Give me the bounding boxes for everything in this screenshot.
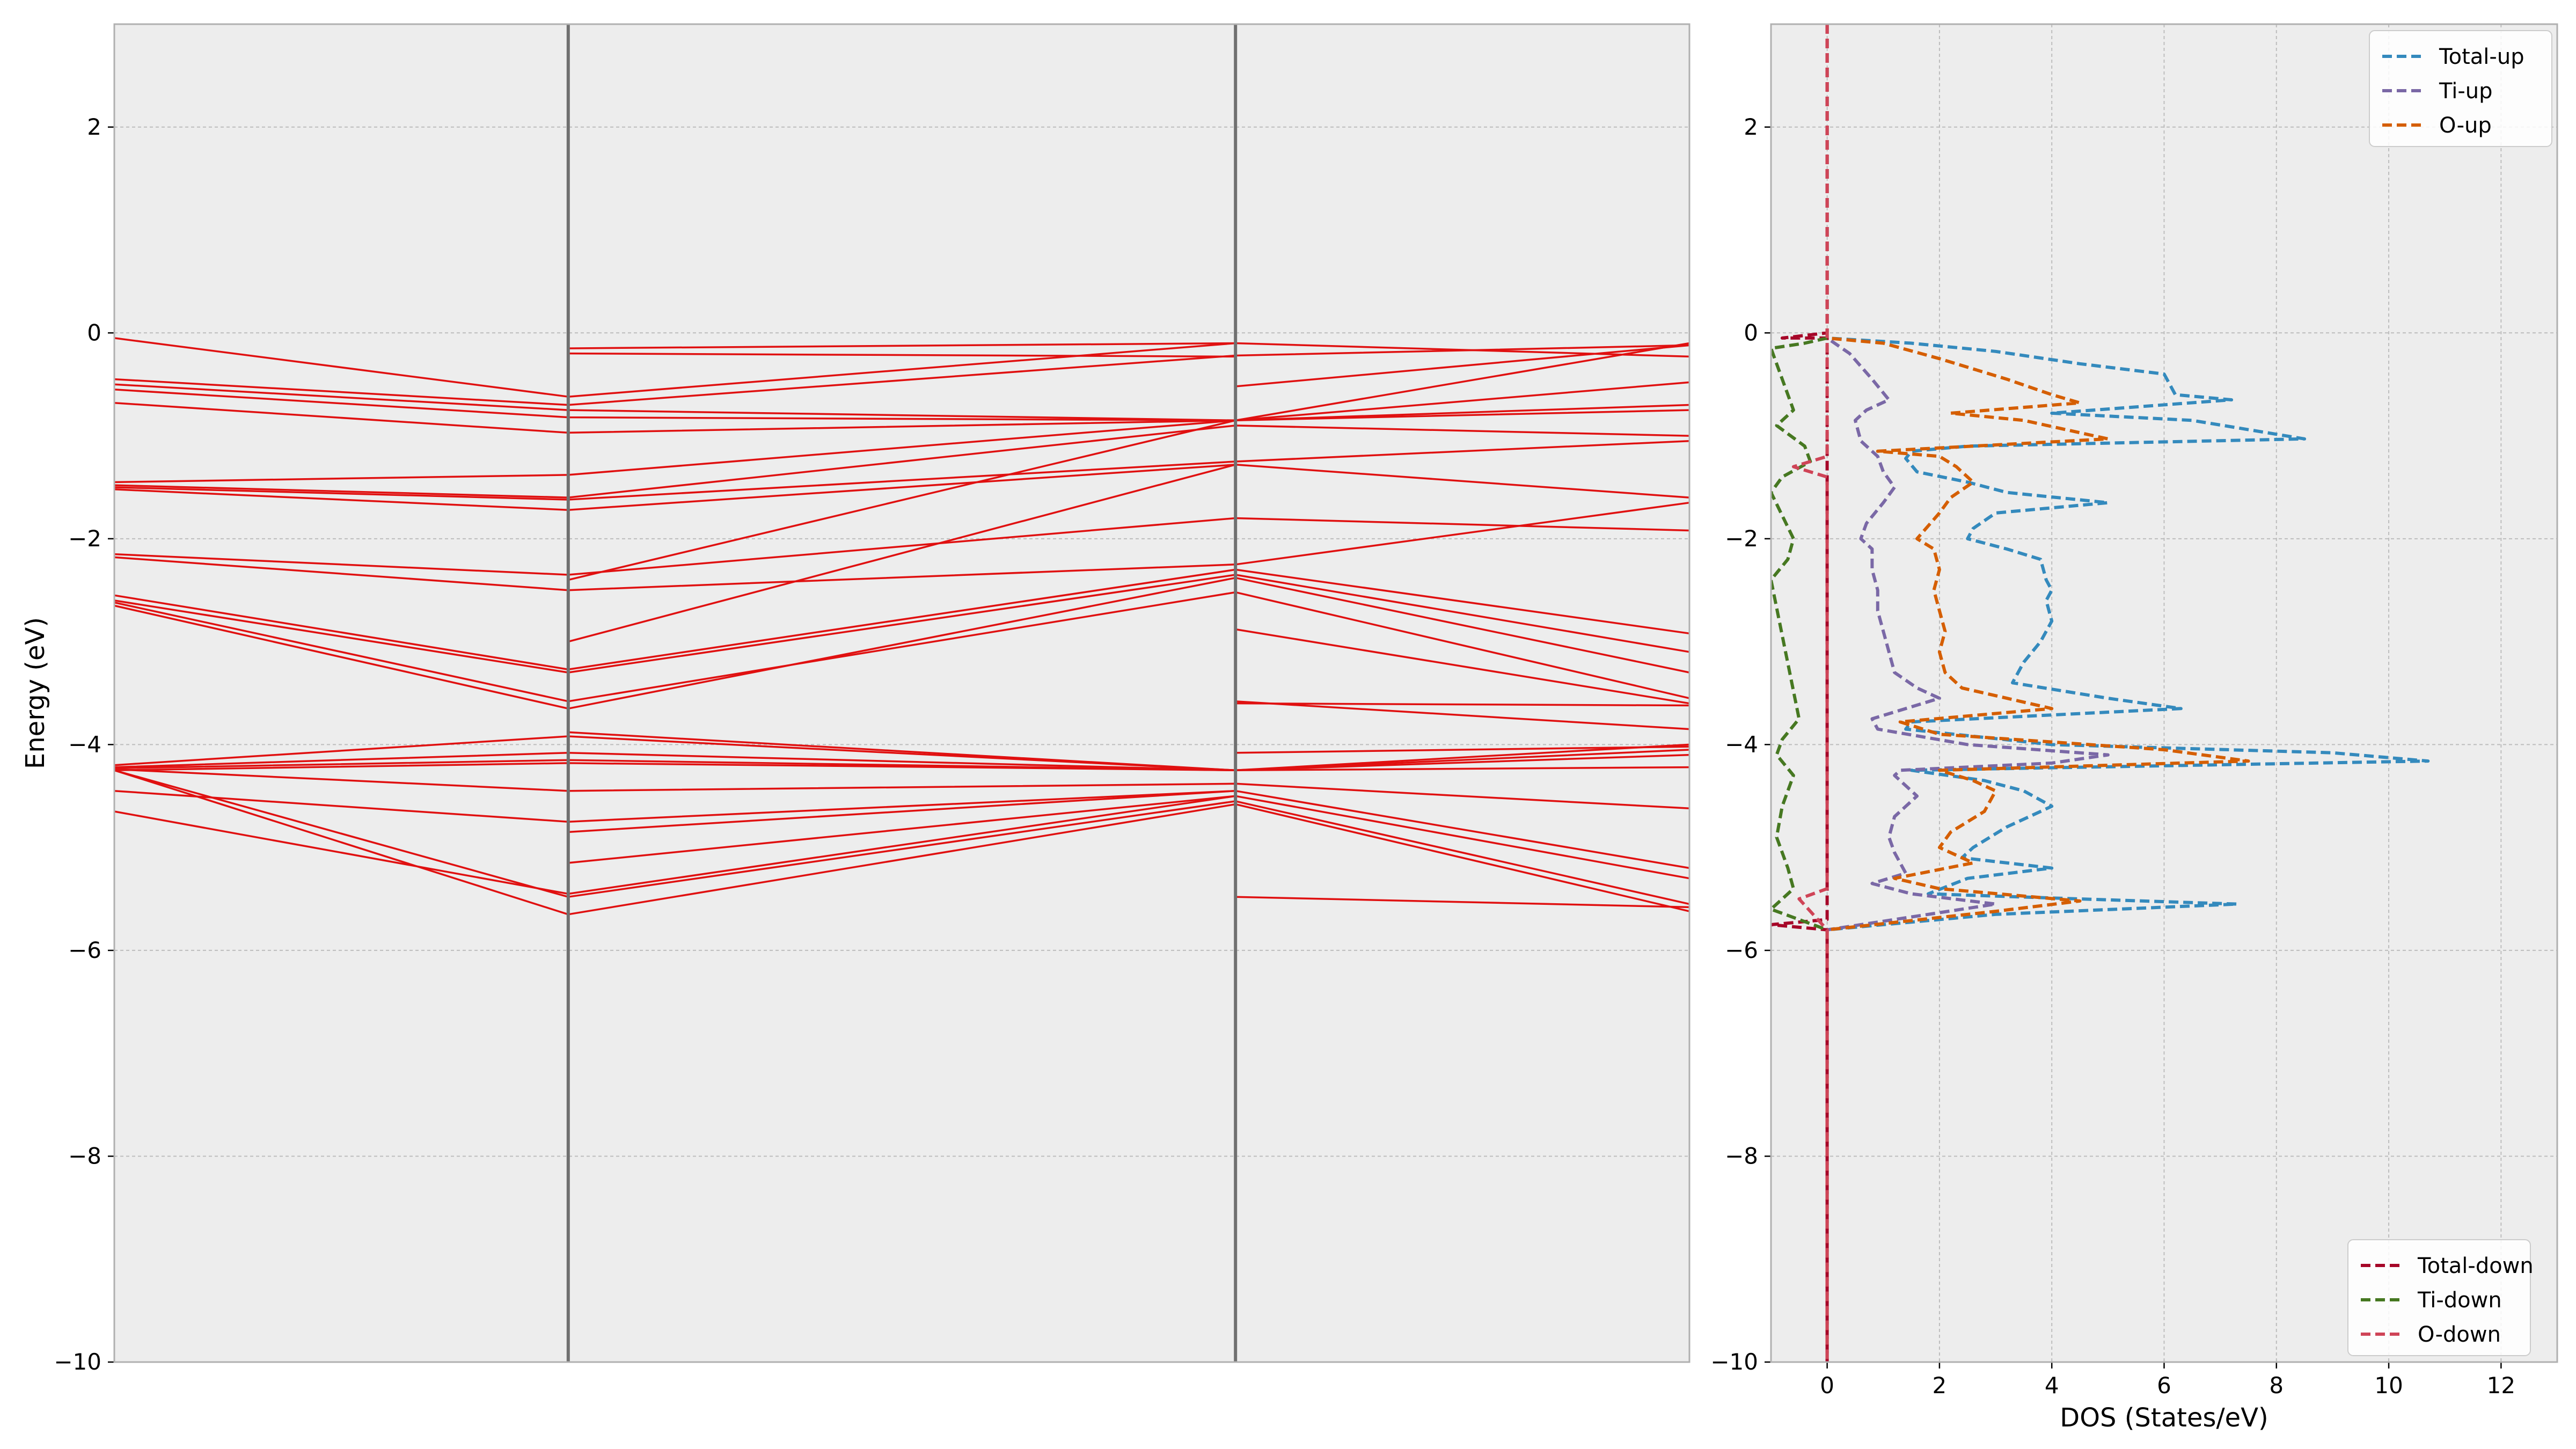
dos-xtick-label: 2 (1933, 1372, 1947, 1399)
dos-series-ti-down (1771, 336, 1828, 932)
band-line (114, 342, 1690, 422)
band-line (114, 789, 1690, 869)
band-line (114, 464, 1690, 511)
dos-xtick-label: 6 (2157, 1372, 2171, 1399)
band-line (114, 751, 1690, 772)
band-line (1235, 896, 1690, 909)
dos-x-axis-label: DOS (States/eV) (2060, 1403, 2268, 1433)
band-line (1235, 745, 1690, 754)
band-line (1235, 700, 1690, 730)
band-line (568, 464, 1236, 643)
dos-ytick-label: −8 (1725, 1143, 1758, 1169)
band-line (114, 795, 1690, 895)
band-ytick-label: −10 (54, 1349, 101, 1375)
band-line (114, 401, 1690, 434)
band-line (114, 768, 1690, 810)
band-line (114, 769, 1690, 916)
legend-entry: Total-down (2417, 1254, 2534, 1278)
dos-series-o-up (1825, 24, 2250, 1362)
legend-entry: Total-up (2439, 45, 2524, 69)
dos-ytick-label: −6 (1725, 937, 1758, 963)
band-line (568, 789, 1236, 833)
dos-ytick-label: 0 (1744, 319, 1758, 346)
band-line (1235, 344, 1690, 387)
band-line (568, 419, 1236, 581)
legend-box (2369, 30, 2552, 147)
legend-box (2347, 1239, 2531, 1356)
dos-xtick-label: 8 (2269, 1372, 2284, 1399)
legend-entry: Ti-down (2417, 1288, 2502, 1313)
band-line (114, 743, 1690, 772)
band-ytick-label: −6 (68, 937, 101, 963)
dos-axes-frame (1770, 23, 2558, 1363)
dos-ytick-label: −10 (1710, 1349, 1758, 1375)
band-line (114, 568, 1690, 671)
legend-entry: O-up (2439, 113, 2492, 138)
legend-entry: O-down (2418, 1322, 2501, 1347)
band-ytick-label: −8 (68, 1143, 101, 1169)
dos-legend: Total-up Ti-up O-up (2369, 30, 2552, 147)
dos-xtick-label: 10 (2374, 1372, 2403, 1399)
band-line (568, 731, 1236, 772)
band-line (114, 381, 1690, 422)
band-ytick-label: 0 (87, 319, 101, 346)
band-line (114, 344, 1690, 406)
dos-ytick-label: −2 (1725, 525, 1758, 552)
band-ytick-label: −4 (68, 731, 101, 757)
band-ytick-label: 2 (87, 114, 101, 140)
band-line (114, 591, 1690, 702)
band-structure-plot: −10 −8 −6 −4 −2 0 2 Energy (eV) (20, 23, 1690, 1375)
dos-ytick-label: 2 (1744, 114, 1758, 140)
band-ytick-label: −2 (68, 525, 101, 552)
band-line (114, 735, 1690, 772)
dos-series-o-down (1791, 24, 1829, 1362)
band-line (568, 795, 1236, 864)
band-line (1235, 628, 1690, 705)
band-line (114, 759, 1690, 772)
dos-series-group (1771, 24, 2430, 1362)
band-line (114, 517, 1690, 576)
band-axes-background (114, 24, 1689, 1362)
legend-entry: Ti-up (2439, 79, 2493, 104)
dos-xtick-label: 4 (2045, 1372, 2059, 1399)
band-line (114, 576, 1690, 710)
band-line (114, 440, 1690, 501)
band-line (114, 409, 1690, 484)
band-line (114, 574, 1690, 674)
dos-xtick-label: 0 (1820, 1372, 1834, 1399)
dos-ytick-label: −4 (1725, 731, 1758, 757)
band-line (114, 769, 1690, 905)
band-axes-frame (113, 23, 1690, 1363)
band-line (114, 501, 1690, 591)
band-line (568, 342, 1236, 349)
band-y-axis-label: Energy (eV) (20, 617, 50, 769)
band-line (1235, 702, 1690, 707)
band-line (114, 425, 1690, 499)
dos-legend: Total-down Ti-down O-down (2347, 1239, 2534, 1356)
band-line (568, 352, 1236, 358)
dos-plot: −10 −8 −6 −4 −2 0 2 0 2 4 6 8 10 12 DOS (States/eV) Tot… (1710, 23, 2558, 1433)
dos-xtick-label: 12 (2487, 1372, 2515, 1399)
dos-series-ti-up (1825, 24, 2110, 932)
